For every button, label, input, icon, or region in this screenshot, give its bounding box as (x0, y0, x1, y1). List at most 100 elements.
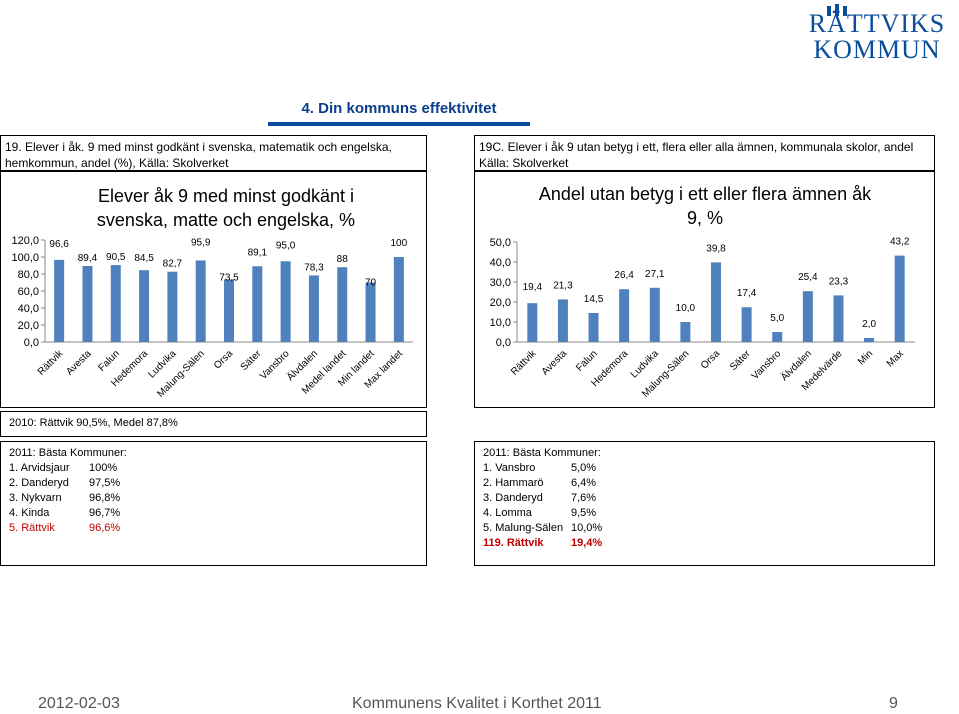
bar (649, 287, 660, 342)
category-label: Säter (239, 348, 264, 373)
y-tick-label: 40,0 (490, 257, 511, 269)
best-left-item: 2. Danderyd 97,5% (9, 476, 418, 491)
data-label: 14,5 (584, 294, 604, 305)
best-right-item-value: 6,4% (571, 477, 597, 489)
y-tick-label: 40,0 (18, 303, 39, 315)
best-left-list: 1. Arvidsjaur 100% 2. Danderyd 97,5% 3. Nykv… (9, 461, 418, 536)
category-label: Min (856, 348, 875, 367)
best-right-list: 1. Vansbro 5,0% 2. Hammarö 6,4% 3. Danderyd 7… (483, 461, 926, 551)
best-left-item: 4. Kinda 96,7% (9, 506, 418, 521)
data-label: 84,5 (134, 253, 154, 264)
category-label: Rättvik (36, 348, 66, 378)
data-label: 70 (365, 278, 377, 289)
best-left-heading: 2011: Bästa Kommuner: (9, 447, 127, 459)
data-label: 10,0 (676, 303, 696, 314)
best-right-item-name: 1. Vansbro (483, 462, 536, 474)
data-label: 78,3 (304, 262, 324, 273)
data-label: 43,2 (890, 237, 910, 248)
data-label: 39,8 (706, 243, 726, 254)
bar (557, 299, 568, 342)
best-left-item-name: 2. Danderyd (9, 477, 69, 489)
category-label: Falun (574, 348, 599, 373)
category-label: Max (885, 348, 906, 369)
data-label: 90,5 (106, 252, 126, 263)
best-right-heading: 2011: Bästa Kommuner: (483, 447, 601, 459)
chart-title-line: Elever åk 9 med minst godkänt i (98, 186, 354, 206)
best-left-item-value: 96,6% (89, 522, 121, 534)
best-left-item-name: 3. Nykvarn (9, 492, 62, 504)
category-label: Säter (728, 348, 753, 373)
y-tick-label: 100,0 (11, 252, 39, 264)
category-label: Orsa (699, 348, 722, 371)
best-right-item-name: 3. Danderyd (483, 492, 543, 504)
bar (365, 282, 376, 342)
y-tick-label: 10,0 (490, 317, 511, 329)
left-chart: Elever åk 9 med minst godkänt i svenska, … (11, 186, 413, 400)
bar (894, 255, 905, 342)
left-chart-panel: Elever åk 9 med minst godkänt i svenska, … (0, 171, 427, 408)
y-tick-label: 120,0 (11, 235, 39, 247)
bar (772, 332, 783, 342)
best-right-item-name: 2. Hammarö (483, 477, 544, 489)
best-left-item: 5. Rättvik 96,6% (9, 521, 418, 536)
data-label: 89,1 (248, 247, 268, 258)
y-tick-label: 80,0 (18, 269, 39, 281)
best-municipalities-left: 2011: Bästa Kommuner: 1. Arvidsjaur 100% 2… (0, 441, 427, 566)
logo-line1: RÄTTVIKS (809, 9, 946, 38)
y-tick-label: 60,0 (18, 286, 39, 298)
rattvik-logo: RÄTTVIKS KOMMUN (797, 4, 957, 64)
data-label: 88 (337, 254, 349, 265)
y-tick-label: 50,0 (490, 237, 511, 249)
best-right-item: 119. Rättvik 19,4% (483, 536, 926, 551)
year-2010-text: 2010: Rättvik 90,5%, Medel 87,8% (9, 417, 178, 429)
best-right-item-value: 9,5% (571, 507, 597, 519)
right-chart: Andel utan betyg i ett eller flera ämnen… (490, 184, 915, 400)
chart-title-line: Andel utan betyg i ett eller flera ämnen… (539, 184, 872, 204)
bar (82, 266, 93, 342)
best-right-item: 5. Malung-Sälen 10,0% (483, 521, 926, 536)
data-label: 25,4 (798, 272, 818, 283)
right-chart-panel: Andel utan betyg i ett eller flera ämnen… (474, 171, 935, 408)
data-label: 95,0 (276, 240, 296, 251)
bar (337, 267, 348, 342)
bar (588, 313, 599, 342)
data-label: 96,6 (49, 239, 69, 250)
best-left-item: 1. Arvidsjaur 100% (9, 461, 418, 476)
category-label: Vansbro (750, 348, 784, 382)
best-left-item-value: 96,7% (89, 507, 121, 519)
best-left-item-name: 4. Kinda (9, 507, 50, 519)
data-label: 19,4 (523, 282, 543, 293)
bar (110, 265, 121, 342)
bar (139, 270, 150, 342)
bar (54, 259, 65, 342)
category-label: Orsa (212, 348, 235, 371)
bar (280, 261, 291, 342)
data-label: 21,3 (553, 280, 573, 291)
data-label: 17,4 (737, 288, 757, 299)
y-tick-label: 20,0 (18, 320, 39, 332)
y-tick-label: 30,0 (490, 277, 511, 289)
category-label: Falun (96, 348, 121, 373)
bar (864, 338, 875, 342)
best-right-item-name: 4. Lomma (483, 507, 532, 519)
footer-page-number: 9 (889, 695, 898, 712)
best-municipalities-right: 2011: Bästa Kommuner: 1. Vansbro 5,0% 2. H… (474, 441, 935, 566)
bar (393, 257, 404, 342)
chart-title-line: svenska, matte och engelska, % (97, 210, 355, 230)
bar (619, 289, 630, 342)
best-left-item-value: 97,5% (89, 477, 121, 489)
logo-line2: KOMMUN (813, 35, 940, 62)
best-left-item-name: 5. Rättvik (9, 522, 55, 534)
data-label: 89,4 (78, 253, 98, 264)
category-label: Avesta (540, 348, 570, 378)
bar (680, 322, 691, 342)
best-right-item-value: 5,0% (571, 462, 597, 474)
data-label: 73,5 (219, 273, 239, 284)
bar (741, 307, 752, 342)
best-right-item-name: 119. Rättvik (483, 537, 544, 549)
bar (527, 303, 538, 342)
best-right-item: 4. Lomma 9,5% (483, 506, 926, 521)
footer-title: Kommunens Kvalitet i Korthet 2011 (352, 695, 602, 712)
best-right-item: 1. Vansbro 5,0% (483, 461, 926, 476)
footer-date: 2012-02-03 (38, 695, 120, 712)
